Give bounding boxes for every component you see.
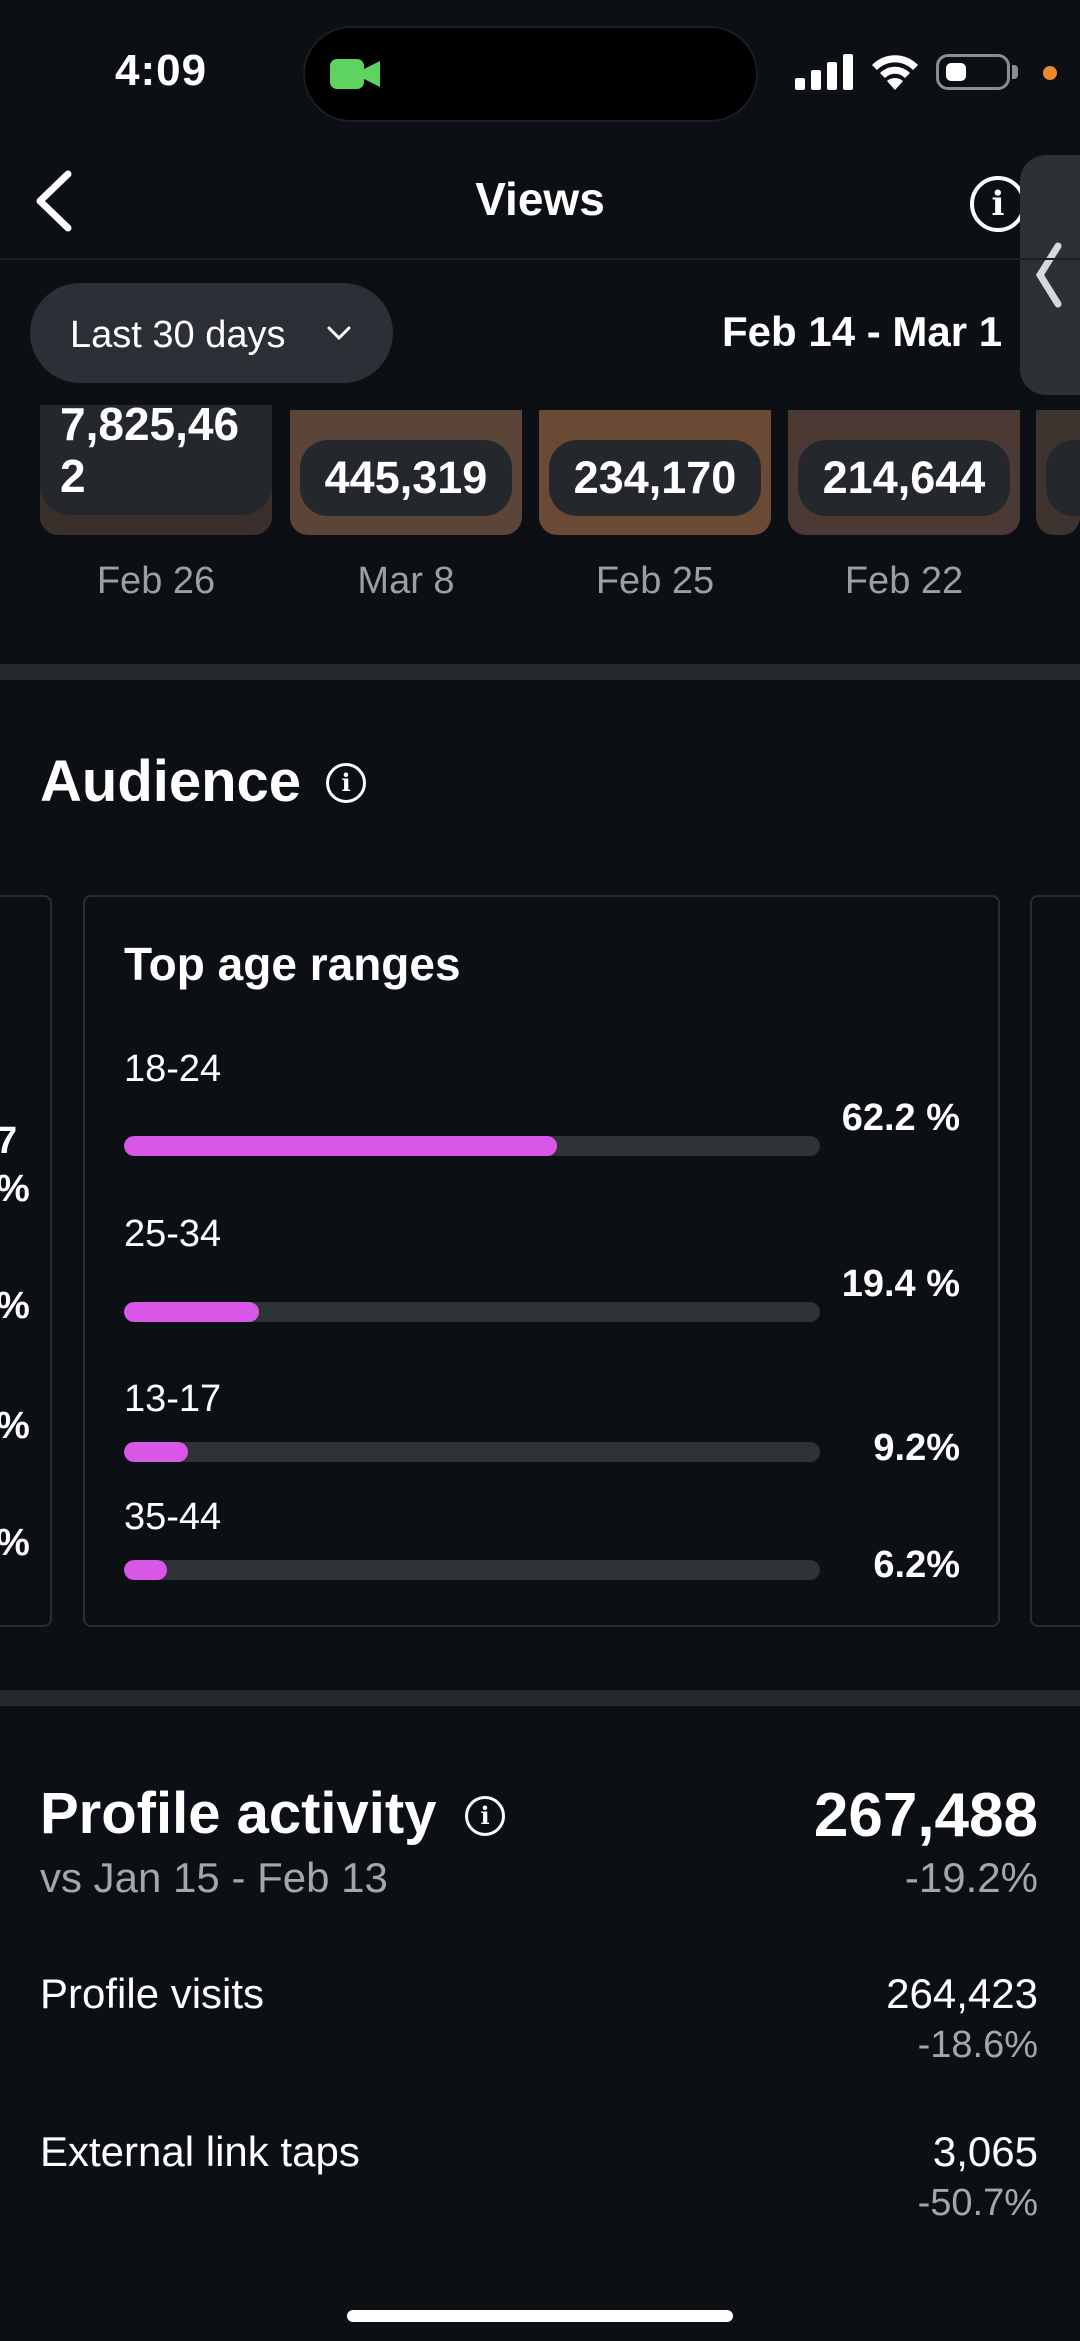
- thumbnail-date: Mar 8: [357, 560, 455, 602]
- card-title: Top age ranges: [124, 938, 461, 990]
- thumbnail-date: Feb 22: [844, 560, 964, 602]
- chevron-left-icon: [1035, 242, 1062, 308]
- facetime-camera-icon: [330, 59, 380, 89]
- thumbnail-views: 234,170: [549, 440, 761, 516]
- audience-card-previous[interactable]: [0, 895, 52, 1627]
- partial-value: 7: [0, 1120, 18, 1162]
- wifi-icon: [872, 55, 918, 90]
- privacy-indicator-dot: [1043, 66, 1057, 80]
- age-range-bar: [124, 1442, 820, 1462]
- age-range-label: 13-17: [124, 1378, 222, 1420]
- chevron-down-icon: [327, 326, 351, 341]
- metric-value: 264,423: [886, 1970, 1038, 2017]
- age-range-bar: [124, 1560, 820, 1580]
- partial-value: %: [0, 1522, 30, 1565]
- partial-value: %: [0, 1168, 30, 1211]
- age-range-percent: 6.2%: [873, 1544, 960, 1586]
- age-range-bar-fill: [124, 1302, 260, 1322]
- metric-label: External link taps: [40, 2128, 360, 2175]
- date-range-dropdown-label: Last 30 days: [70, 314, 286, 356]
- thumbnail-views: 7,825,462: [60, 398, 240, 502]
- partial-value: %: [0, 1405, 30, 1448]
- thumbnail-date: Feb 26: [96, 560, 216, 602]
- side-panel-handle[interactable]: [1020, 155, 1080, 395]
- battery-cap: [1012, 65, 1018, 79]
- age-range-label: 35-44: [124, 1496, 222, 1538]
- home-indicator[interactable]: [347, 2310, 733, 2322]
- audience-title: Audience: [40, 749, 302, 814]
- page-title: Views: [475, 173, 605, 225]
- battery-level: [946, 63, 966, 81]
- info-icon[interactable]: i: [970, 176, 1026, 232]
- age-range-bar-fill: [124, 1560, 168, 1580]
- age-range-percent: 9.2%: [873, 1427, 960, 1469]
- top-age-ranges-card: [83, 895, 1000, 1627]
- metric-label: Profile visits: [40, 1970, 265, 2017]
- audience-card-next[interactable]: [1030, 895, 1080, 1627]
- thumbnail-views: 445,319: [300, 440, 512, 516]
- thumbnail-views-pill: [1046, 440, 1080, 516]
- age-range-label: 18-24: [124, 1048, 222, 1090]
- info-icon[interactable]: i: [465, 1796, 505, 1836]
- metric-change: -50.7%: [917, 2182, 1038, 2224]
- back-arrow-icon[interactable]: [30, 170, 80, 232]
- thumbnail-views: 214,644: [798, 440, 1010, 516]
- age-range-bar-fill: [124, 1136, 557, 1156]
- profile-activity-title: Profile activity: [40, 1781, 437, 1846]
- section-divider: [0, 664, 1080, 680]
- thumbnail-date: Feb 25: [595, 560, 715, 602]
- age-range-percent: 62.2 %: [841, 1097, 960, 1139]
- metric-change: -18.6%: [917, 2024, 1038, 2066]
- thumbnail-views-pill: [40, 405, 272, 515]
- signal-icon: [795, 54, 853, 90]
- battery-icon: [936, 54, 1010, 90]
- partial-value: %: [0, 1285, 30, 1328]
- age-range-percent: 19.4 %: [841, 1263, 960, 1305]
- section-divider: [0, 1690, 1080, 1706]
- profile-activity-change: -19.2%: [904, 1854, 1038, 1901]
- age-range-bar: [124, 1302, 820, 1322]
- date-range-text: Feb 14 - Mar 1: [722, 308, 1003, 355]
- header-divider: [0, 258, 1080, 260]
- profile-activity-total: 267,488: [813, 1781, 1038, 1850]
- age-range-bar-fill: [124, 1442, 189, 1462]
- age-range-label: 25-34: [124, 1213, 222, 1255]
- info-icon[interactable]: i: [326, 763, 366, 803]
- comparison-period: vs Jan 15 - Feb 13: [40, 1854, 388, 1901]
- status-time: 4:09: [115, 46, 208, 95]
- metric-value: 3,065: [932, 2128, 1038, 2175]
- age-range-bar: [124, 1136, 820, 1156]
